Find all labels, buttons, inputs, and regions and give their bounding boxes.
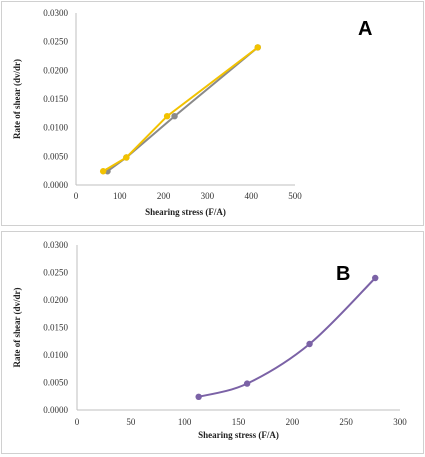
y-tick-label: 0.0100 xyxy=(43,350,68,360)
series-line xyxy=(102,46,259,173)
y-tick-label: 0.0050 xyxy=(43,378,68,388)
data-point xyxy=(163,113,171,120)
panel-label: A xyxy=(358,18,372,40)
y-tick-label: 0.0200 xyxy=(43,65,68,75)
data-point xyxy=(306,340,313,348)
x-tick-label: 100 xyxy=(113,191,127,201)
y-axis-label: Rate of shear (dv/dr) xyxy=(12,287,22,367)
y-tick-label: 0.0250 xyxy=(43,37,68,47)
y-tick-label: 0.0150 xyxy=(43,94,68,104)
x-tick-label: 0 xyxy=(75,417,80,427)
y-tick-label: 0.0200 xyxy=(43,295,68,305)
data-point xyxy=(254,44,261,51)
x-tick-label: 50 xyxy=(126,417,136,427)
data-point xyxy=(99,168,107,175)
y-tick-label: 0.0300 xyxy=(43,240,68,250)
x-tick-label: 200 xyxy=(157,191,171,201)
y-tick-label: 0.0050 xyxy=(43,151,68,161)
x-tick-label: 400 xyxy=(244,191,258,201)
data-point xyxy=(123,154,130,161)
data-point xyxy=(243,380,251,387)
y-tick-label: 0.0000 xyxy=(43,405,68,415)
chart-a-svg: 0.0000 0.0050 0.0100 0.0150 0.0200 0.0250 0.03… xyxy=(12,8,372,217)
x-tick-label: 250 xyxy=(339,417,353,427)
x-tick-label: 200 xyxy=(286,417,300,427)
y-tick-label: 0.0250 xyxy=(43,268,68,278)
x-tick-label: 300 xyxy=(393,417,407,427)
panel-label: B xyxy=(336,263,350,285)
series-line xyxy=(106,46,259,173)
y-tick-label: 0.0150 xyxy=(43,323,68,333)
y-tick-label: 0.0300 xyxy=(43,8,68,18)
chart-panel-b: 0.0000 0.0050 0.0100 0.0150 0.0200 0.0250 0.03… xyxy=(1,231,424,454)
y-tick-label: 0.0100 xyxy=(43,123,68,133)
x-tick-label: 0 xyxy=(74,191,79,201)
x-tick-label: 150 xyxy=(232,417,246,427)
x-tick-label: 300 xyxy=(201,191,215,201)
x-tick-label: 100 xyxy=(178,417,192,427)
data-point xyxy=(171,113,178,120)
x-tick-label: 500 xyxy=(288,191,302,201)
data-point xyxy=(372,274,379,282)
data-point xyxy=(195,393,202,400)
y-tick-label: 0.0000 xyxy=(43,180,68,190)
y-axis-label: Rate of shear (dv/dr) xyxy=(12,59,22,139)
chart-b-svg: 0.0000 0.0050 0.0100 0.0150 0.0200 0.0250 0.03… xyxy=(12,240,407,440)
x-axis-label: Shearing stress (F/A) xyxy=(198,430,279,440)
series-line xyxy=(198,277,376,398)
chart-panel-a: 0.0000 0.0050 0.0100 0.0150 0.0200 0.0250 0.03… xyxy=(1,1,424,226)
x-axis-label: Shearing stress (F/A) xyxy=(145,207,226,217)
